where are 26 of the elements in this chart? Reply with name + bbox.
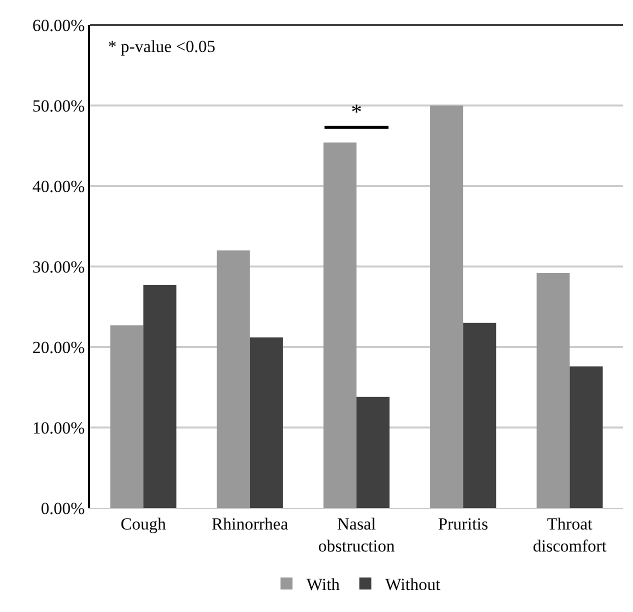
bar <box>463 322 496 508</box>
y-tick-label: 10.00% <box>32 418 85 438</box>
bar <box>323 142 356 508</box>
bar <box>356 396 390 508</box>
x-tick-label: Throat discomfort <box>532 514 607 556</box>
bar <box>110 325 144 508</box>
x-tick-label: Pruritis <box>438 514 488 534</box>
bar <box>570 366 603 508</box>
y-tick-label: 20.00% <box>32 338 85 357</box>
annotation: * p-value <0.05 <box>108 37 216 56</box>
annotation: * <box>351 99 362 124</box>
y-tick-label: 50.00% <box>32 96 85 116</box>
y-tick-label: 60.00% <box>32 16 85 35</box>
x-tick-label: Nasal obstruction <box>318 514 396 556</box>
bar <box>216 250 250 508</box>
y-tick-label: 40.00% <box>32 176 85 196</box>
y-tick-label: 30.00% <box>32 257 85 276</box>
x-tick-label: Cough <box>120 514 166 534</box>
x-tick-label: Rhinorrhea <box>212 514 289 534</box>
bar <box>536 272 570 508</box>
legend-label: Without <box>385 575 441 594</box>
bar <box>430 106 464 508</box>
legend-label: With <box>306 575 340 594</box>
bar <box>143 285 176 508</box>
y-tick-label: 0.00% <box>40 498 85 518</box>
bar <box>250 337 283 508</box>
